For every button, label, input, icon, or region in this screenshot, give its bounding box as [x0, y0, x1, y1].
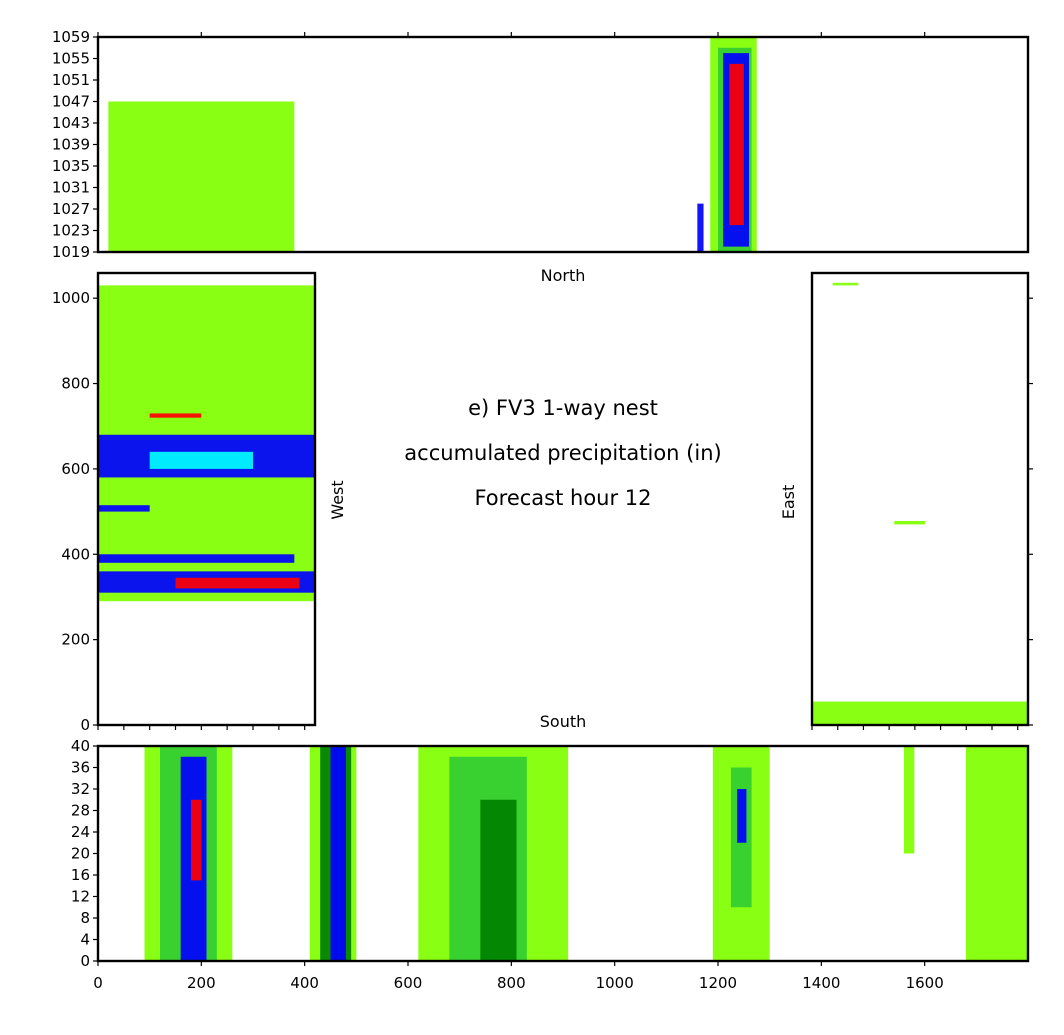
south-precip-region-6: [330, 746, 346, 961]
north-precip-region-5: [697, 203, 704, 252]
chart-title-line-2: accumulated precipitation (in): [404, 441, 721, 465]
west-ytick-label-3: 600: [61, 460, 90, 478]
west-ytick-label-2: 400: [61, 545, 90, 563]
south-precip-region-14: [904, 746, 915, 854]
south-xtick-label-7: 1400: [802, 974, 840, 992]
west-precip-region-5: [149, 451, 253, 469]
south-xtick-label-8: 1600: [906, 974, 944, 992]
south-precip-region-3: [191, 799, 202, 881]
north-ytick-label-7: 1047: [52, 93, 90, 111]
east-panel-frame: [810, 271, 1030, 727]
south-ytick-label-6: 24: [71, 823, 90, 841]
north-ytick-label-5: 1039: [52, 136, 90, 154]
south-xtick-label-3: 600: [394, 974, 423, 992]
south-ytick-label-4: 16: [71, 866, 90, 884]
south-xtick-label-4: 800: [497, 974, 526, 992]
west-ytick-label-1: 200: [61, 631, 90, 649]
north-ytick-label-6: 1043: [52, 114, 90, 132]
precipitation-fill-layer: [98, 37, 1028, 961]
north-ytick-label-8: 1051: [52, 71, 90, 89]
south-ytick-label-10: 40: [71, 737, 90, 755]
south-ytick-label-5: 20: [71, 845, 90, 863]
ticks-layer: 1019 1023 1027 1031 1035 1039 1043 1047 1051 1055…: [52, 28, 1033, 992]
south-panel-label: South: [540, 712, 587, 731]
north-ytick-label-2: 1027: [52, 200, 90, 218]
south-xtick-label-1: 200: [187, 974, 216, 992]
north-ytick-label-4: 1035: [52, 157, 90, 175]
west-panel-label: West: [328, 480, 347, 519]
south-ytick-label-8: 32: [71, 780, 90, 798]
north-ytick-label-1: 1023: [52, 222, 90, 240]
west-ytick-label-0: 0: [80, 716, 90, 734]
west-ytick-label-5: 1000: [52, 289, 90, 307]
north-precip-region-0: [108, 101, 295, 252]
east-precip-region-0: [812, 701, 1028, 725]
south-ytick-label-2: 8: [80, 909, 90, 927]
north-ytick-label-0: 1019: [52, 243, 90, 261]
south-xtick-label-0: 0: [93, 974, 103, 992]
west-ytick-label-4: 800: [61, 375, 90, 393]
south-ytick-label-1: 4: [80, 931, 90, 949]
west-precip-region-3: [98, 554, 295, 563]
east-precip-region-2: [832, 282, 859, 286]
west-precip-region-6: [98, 505, 150, 512]
south-xtick-label-5: 1000: [596, 974, 634, 992]
east-precip-region-1: [894, 520, 926, 525]
south-xtick-label-2: 400: [290, 974, 319, 992]
south-precip-region-12: [737, 789, 747, 843]
chart-title-line-3: Forecast hour 12: [474, 486, 651, 510]
chart-title-line-1: e) FV3 1-way nest: [468, 396, 658, 420]
west-precip-region-2: [175, 577, 300, 589]
south-ytick-label-3: 12: [71, 888, 90, 906]
south-precip-region-13: [966, 746, 1028, 961]
west-panel-frame: [96, 271, 317, 727]
south-ytick-label-0: 0: [80, 952, 90, 970]
north-precip-region-4: [729, 63, 744, 226]
north-ytick-label-9: 1055: [52, 50, 90, 68]
north-panel-label: North: [541, 266, 586, 285]
north-ytick-label-10: 1059: [52, 28, 90, 46]
south-ytick-label-7: 28: [71, 802, 90, 820]
west-precip-region-7: [149, 413, 202, 418]
south-precip-region-9: [480, 799, 517, 961]
east-panel-label: East: [779, 485, 798, 520]
north-ytick-label-3: 1031: [52, 179, 90, 197]
south-xtick-label-6: 1200: [699, 974, 737, 992]
south-ytick-label-9: 36: [71, 759, 90, 777]
